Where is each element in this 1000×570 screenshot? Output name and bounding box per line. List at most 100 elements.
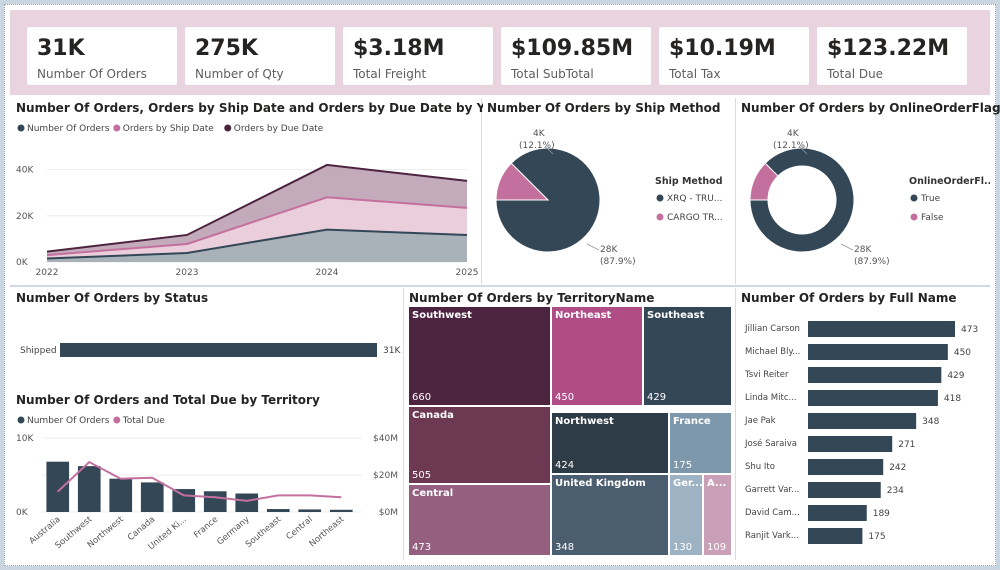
y-tick-label: 20K xyxy=(16,212,34,222)
treemap-cell-5[interactable]: France 175 xyxy=(669,412,732,474)
data-label: 429 xyxy=(947,371,964,381)
bar xyxy=(808,528,863,544)
data-label: 418 xyxy=(944,394,961,404)
treemap-cell-label: Northwest xyxy=(555,416,614,427)
x-tick-label: 2024 xyxy=(316,268,339,278)
bar xyxy=(329,509,353,512)
bar xyxy=(808,459,884,475)
treemap-cell-label: Canada xyxy=(412,410,454,421)
kpi-card-orders[interactable]: 31K Number Of Orders xyxy=(27,27,177,85)
bar xyxy=(808,436,893,452)
treemap-cell-label: United Kingdom xyxy=(555,478,646,489)
ship-method-panel[interactable]: Number Of Orders by Ship Method 4K (12.1%… xyxy=(483,98,733,284)
treemap-cell-value: 473 xyxy=(412,542,432,553)
territory-combo-panel[interactable]: Number Of Orders and Total Due by Territ… xyxy=(12,390,402,560)
legend-title: OnlineOrderFl... xyxy=(909,176,990,187)
data-label: 450 xyxy=(954,348,971,358)
treemap-cell-9[interactable]: A... 109 xyxy=(703,474,732,556)
treemap-cell-1[interactable]: Northeast 450 xyxy=(551,306,643,406)
legend-label: True xyxy=(920,194,941,204)
x-tick-label: 2022 xyxy=(36,268,59,278)
kpi-label: Number of Qty xyxy=(195,67,284,81)
online-flag-panel[interactable]: Number Of Orders by OnlineOrderFlag 4K (1… xyxy=(737,98,1000,284)
treemap-cell-6[interactable]: Central 473 xyxy=(408,484,551,556)
series-line xyxy=(57,460,342,502)
treemap-chart: Southwest 660 Northeast 450 Southeast 429 Cana… xyxy=(405,288,734,560)
treemap-cell-7[interactable]: United Kingdom 348 xyxy=(551,474,669,556)
category-label: David Cam... xyxy=(745,508,800,518)
treemap-cell-2[interactable]: Southeast 429 xyxy=(643,306,732,406)
status-bar-chart: Shipped 31K xyxy=(20,343,401,357)
legend-label: Number Of Orders xyxy=(27,416,110,426)
treemap-cell-4[interactable]: Northwest 424 xyxy=(551,412,669,474)
x-tick-label: 2025 xyxy=(456,268,479,278)
x-tick-label: Southeast xyxy=(244,514,284,550)
ship-method-pie: 4K (12.1%) 28K (87.9%) Ship Method XRQ - TRU.… xyxy=(495,129,723,267)
treemap-cell-label: Central xyxy=(412,488,454,499)
category-label: Shu Ito xyxy=(745,462,775,472)
treemap-cell-label: France xyxy=(673,416,711,427)
data-label: 242 xyxy=(889,463,906,473)
y-tick-label: 40K xyxy=(16,166,34,176)
data-label: 4K xyxy=(787,129,800,139)
treemap-panel[interactable]: Number Of Orders by TerritoryName Southw… xyxy=(405,288,734,560)
bar xyxy=(46,461,70,512)
kpi-card-total-due[interactable]: $123.22M Total Due xyxy=(817,27,967,85)
category-label: Ranjit Vark... xyxy=(745,531,799,541)
y-tick-label: 0K xyxy=(16,508,29,518)
full-name-bar-chart: Jillian Carson 473 Michael Bly... 450 Tsvi R… xyxy=(744,321,978,544)
treemap-cell-value: 175 xyxy=(673,460,693,471)
legend-label: XRQ - TRU... xyxy=(667,194,722,204)
status-panel[interactable]: Number Of Orders by Status Shipped 31K xyxy=(12,288,402,386)
leader-line xyxy=(798,145,808,155)
treemap-cell-label: Northeast xyxy=(555,310,612,321)
data-label: 271 xyxy=(898,440,915,450)
data-label: 234 xyxy=(887,486,904,496)
kpi-card-tax[interactable]: $10.19M Total Tax xyxy=(659,27,809,85)
pie-slice xyxy=(495,162,550,201)
divider xyxy=(735,288,736,560)
kpi-value: 31K xyxy=(37,36,85,61)
treemap-cell-0[interactable]: Southwest 660 xyxy=(408,306,551,406)
full-name-panel[interactable]: Number Of Orders by Full Name Jillian Ca… xyxy=(737,288,990,560)
kpi-label: Total Due xyxy=(827,67,884,81)
data-label: (87.9%) xyxy=(600,257,636,267)
bar xyxy=(808,505,867,521)
area-chart-panel[interactable]: Number Of Orders, Orders by Ship Date an… xyxy=(12,98,506,284)
kpi-value: $10.19M xyxy=(669,36,776,61)
territory-combo-chart: Number Of Orders Total Due 10K 0K $40M $20M $0… xyxy=(16,416,398,552)
chart-title: Number Of Orders, Orders by Ship Date an… xyxy=(16,101,507,115)
kpi-value: $123.22M xyxy=(827,36,950,61)
leader-line xyxy=(840,243,854,251)
treemap-cell-value: 450 xyxy=(555,392,575,403)
kpi-card-freight[interactable]: $3.18M Total Freight xyxy=(343,27,493,85)
legend-title: Ship Method xyxy=(655,176,723,187)
x-tick-label: 2023 xyxy=(176,268,199,278)
bar xyxy=(808,390,938,406)
data-label: 28K xyxy=(854,245,872,255)
kpi-label: Number Of Orders xyxy=(37,67,147,81)
legend-marker xyxy=(224,124,232,132)
kpi-value: 275K xyxy=(195,36,258,61)
kpi-card-subtotal[interactable]: $109.85M Total SubTotal xyxy=(501,27,651,85)
treemap-cell-3[interactable]: Canada 505 xyxy=(408,406,551,484)
legend-label: Number Of Orders xyxy=(27,124,110,134)
data-label: 473 xyxy=(961,325,978,335)
category-label: Jillian Carson xyxy=(744,324,800,334)
divider xyxy=(735,98,736,284)
data-label: 31K xyxy=(383,346,401,356)
area-chart: Number Of Orders Orders by Ship Date Order… xyxy=(16,124,479,278)
area-0 xyxy=(47,229,467,262)
bar xyxy=(109,478,133,512)
series-line xyxy=(46,196,468,257)
treemap-cell-value: 109 xyxy=(707,542,727,553)
x-tick-label: France xyxy=(192,515,220,541)
chart-title: Number Of Orders and Total Due by Territ… xyxy=(16,393,320,407)
legend-marker xyxy=(17,416,25,424)
treemap-cell-8[interactable]: Ger... 130 xyxy=(669,474,703,556)
legend-label: Orders by Ship Date xyxy=(123,124,214,134)
legend-marker xyxy=(113,124,121,132)
data-label: 28K xyxy=(600,245,618,255)
bar xyxy=(172,489,196,512)
kpi-card-qty[interactable]: 275K Number of Qty xyxy=(185,27,335,85)
